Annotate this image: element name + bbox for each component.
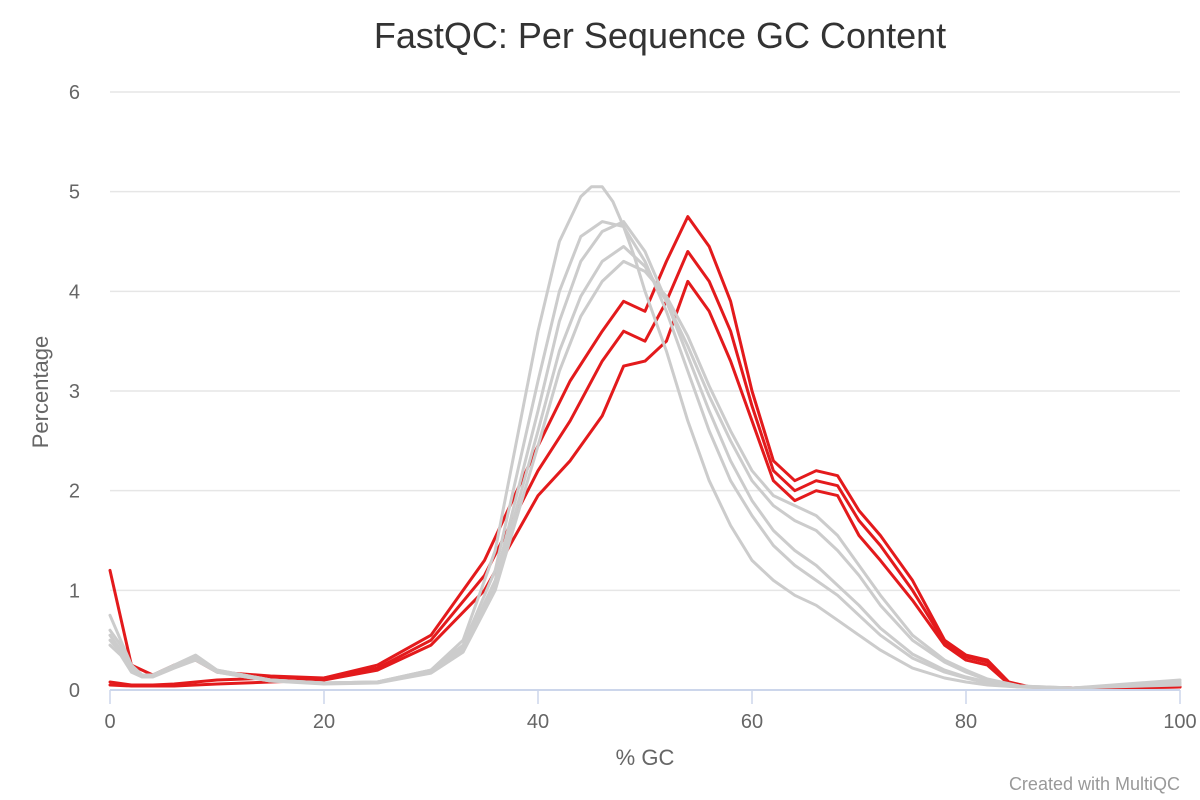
y-tick-label: 3 <box>69 381 80 403</box>
chart-title: FastQC: Per Sequence GC Content <box>374 15 946 56</box>
y-tick-label: 1 <box>69 580 80 602</box>
y-tick-label: 5 <box>69 182 80 204</box>
grid-lines <box>110 91 1180 592</box>
series-line-pass[interactable] <box>108 259 1182 690</box>
credit-text: Created with MultiQC <box>1009 774 1180 794</box>
y-tick-label: 0 <box>69 680 80 702</box>
y-axis-label: Percentage <box>28 336 53 449</box>
y-tick-label: 4 <box>69 281 80 303</box>
y-tick-label: 6 <box>69 82 80 104</box>
x-tick-label: 60 <box>741 711 763 733</box>
series-lines <box>108 185 1182 690</box>
x-axis-label: % GC <box>616 745 675 770</box>
series-line-fail[interactable] <box>108 250 1182 690</box>
x-tick-label: 40 <box>527 711 549 733</box>
x-tick-label: 0 <box>104 711 115 733</box>
x-tick-label: 100 <box>1163 711 1196 733</box>
x-axis-ticks: 0 20 40 60 80 100 <box>104 690 1197 733</box>
y-tick-label: 2 <box>69 481 80 503</box>
series-line-fail[interactable] <box>108 279 1182 690</box>
series-line-fail[interactable] <box>108 215 1182 690</box>
x-tick-label: 80 <box>955 711 977 733</box>
y-axis-ticks: 0 1 2 3 4 5 6 <box>69 82 80 702</box>
series-line-pass[interactable] <box>108 220 1182 690</box>
x-tick-label: 20 <box>313 711 335 733</box>
